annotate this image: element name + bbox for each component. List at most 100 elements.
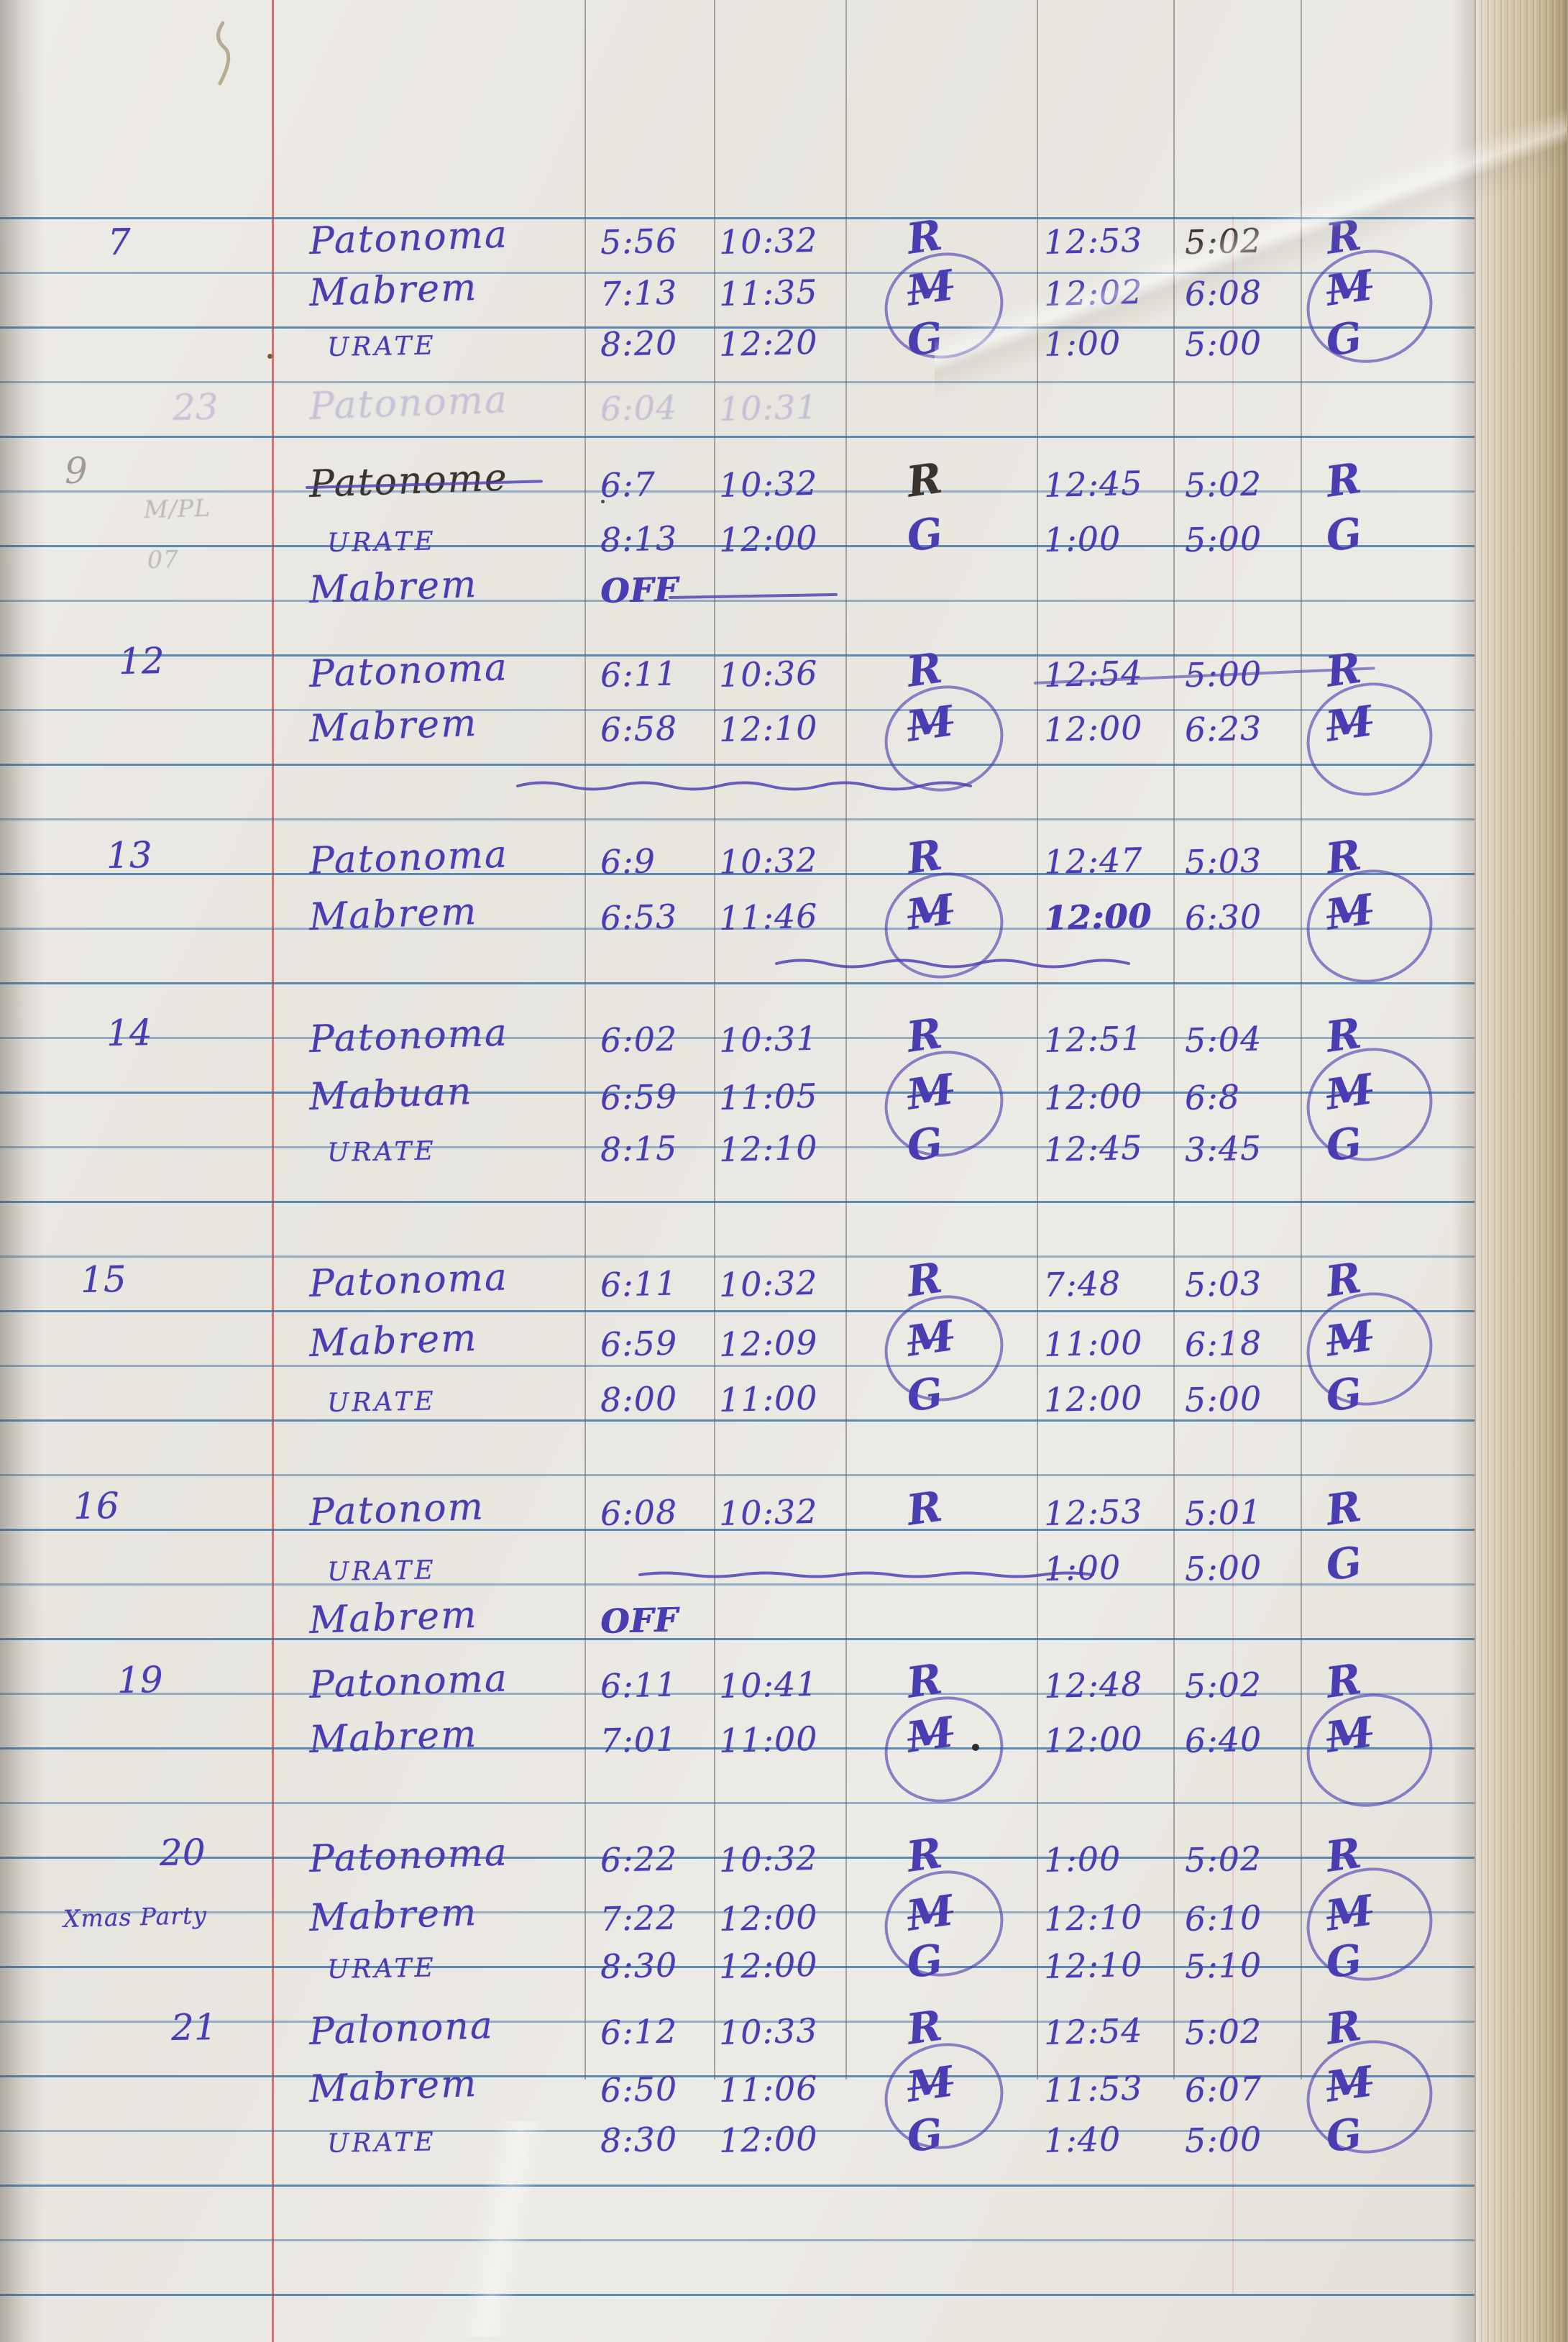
worker-name: Mabrem (308, 889, 479, 939)
ink-speck (972, 1744, 979, 1751)
worker-name: Patonoma (308, 1011, 509, 1061)
time-out-pm: 5:02 (1184, 221, 1262, 262)
time-out-pm: 5:03 (1184, 841, 1262, 882)
ruled-line (0, 654, 1475, 657)
time-out-pm: 3:45 (1184, 1128, 1262, 1169)
ruled-line (0, 1857, 1475, 1859)
margin-line (272, 0, 274, 2342)
day-number: 9 (64, 449, 88, 492)
time-in-pm: 12:45 (1043, 1127, 1144, 1169)
time-in-am: 8:13 (600, 518, 678, 559)
time-in-am: 6:53 (600, 897, 678, 938)
ruled-line (0, 873, 1475, 875)
day-number: 7 (107, 221, 132, 263)
time-out-pm: 5:00 (1184, 2119, 1262, 2160)
time-out-pm: 6:23 (1184, 708, 1262, 749)
time-in-am: 6:11 (600, 1665, 678, 1706)
time-out-am: 12:10 (718, 708, 819, 749)
time-out-am: 11:35 (718, 272, 819, 314)
initials-pm: R (1323, 1481, 1365, 1535)
signature-loop (1294, 1854, 1445, 1994)
ruled-line (0, 381, 1475, 383)
signature-loop (873, 2031, 1015, 2162)
ruled-line (0, 1255, 1475, 1258)
ruled-line (0, 1474, 1475, 1476)
time-out-pm: 5:02 (1184, 1665, 1262, 1706)
table-column-line (1037, 0, 1038, 2080)
time-out-pm: 5:03 (1184, 1263, 1262, 1304)
time-out-pm: 5:00 (1184, 518, 1262, 559)
time-out-pm: 6:18 (1184, 1323, 1262, 1364)
worker-name: Mabuan (308, 1070, 474, 1119)
day-number: 19 (116, 1658, 164, 1701)
time-in-am: 6:08 (600, 1492, 678, 1533)
time-in-am: 6:11 (600, 1263, 678, 1304)
ruled-line (0, 818, 1475, 820)
signature-loop (1294, 2027, 1445, 2167)
ghost-pencil-mark: 07 (147, 544, 180, 574)
bleedthrough-margin-line (1232, 216, 1234, 2294)
time-out-pm: 5:00 (1184, 1378, 1262, 1419)
time-in-pm: 11:00 (1043, 1322, 1144, 1364)
signature-loop (873, 1684, 1015, 1815)
ruled-line (0, 545, 1475, 547)
time-out-am: 10:32 (718, 1263, 819, 1304)
time-in-am: 6:9 (600, 841, 656, 882)
initials-pm: G (1323, 508, 1365, 562)
time-out-pm: 6:40 (1184, 1719, 1262, 1760)
ruled-line (0, 272, 1475, 274)
day-number: 14 (106, 1011, 153, 1054)
worker-name: Patonoma (308, 646, 509, 696)
time-in-am: 8:15 (600, 1128, 678, 1169)
signature-loop (1294, 1680, 1445, 1820)
worker-name: Mabrem (308, 1316, 479, 1366)
ruled-line (0, 1037, 1475, 1039)
signature-loop (1294, 669, 1445, 809)
ruled-line (0, 2130, 1475, 2132)
table-column-line (714, 0, 715, 2080)
time-in-pm: 12:10 (1043, 1944, 1144, 1986)
time-out-am: 11:00 (718, 1378, 819, 1419)
separator-squiggle (775, 959, 1130, 969)
time-out-am: 10:31 (718, 1018, 819, 1060)
worker-name: Patonoma (308, 1831, 509, 1881)
worker-name: Palonona (308, 2004, 495, 2054)
signature-loop (1294, 237, 1445, 376)
time-out-pm: 6:07 (1184, 2069, 1262, 2110)
stray-pen-mark (216, 21, 231, 86)
time-in-am: 6:12 (600, 2011, 678, 2052)
day-number: 21 (170, 2005, 218, 2049)
time-out-am: 11:05 (718, 1076, 819, 1117)
time-in-pm: 1:00 (1043, 323, 1122, 364)
worker-name: URATE (326, 2127, 437, 2159)
ruled-line (0, 2294, 1475, 2296)
time-out-pm: 6:30 (1184, 897, 1262, 938)
day-number: 16 (73, 1484, 120, 1527)
time-out-pm: 5:04 (1184, 1019, 1262, 1060)
time-out-pm: 5:02 (1184, 464, 1262, 505)
time-out-pm: 5:10 (1184, 1945, 1262, 1986)
ruled-line (0, 1583, 1475, 1586)
time-in-pm: 12:54 (1043, 2011, 1144, 2052)
initials-am: G (904, 508, 946, 562)
time-out-pm: 6:08 (1184, 273, 1262, 314)
time-in-pm: 1:40 (1043, 2119, 1122, 2160)
worker-name: Patonoma (308, 1255, 509, 1306)
margin-note: Xmas Party (63, 1900, 208, 1933)
worker-name: Mabrem (308, 1712, 479, 1762)
time-in-am: 8:20 (600, 323, 678, 364)
time-out-pm: 5:02 (1184, 2011, 1262, 2052)
worker-name: Mabrem (308, 1890, 479, 1940)
time-in-pm: 12:47 (1043, 840, 1144, 882)
time-out-am: 12:00 (718, 2118, 819, 2160)
time-in-am: 6:7 (600, 465, 656, 505)
initials-pm: R (1323, 453, 1365, 507)
day-number: 13 (106, 833, 153, 877)
day-number: 15 (80, 1258, 127, 1301)
time-in-pm: 12:00 (1043, 1076, 1144, 1117)
time-in-pm: 12:00 (1043, 1719, 1144, 1760)
signature-loop (873, 1858, 1015, 1989)
time-out-pm: 5:01 (1184, 1492, 1262, 1533)
time-out-am: 12:00 (718, 1944, 819, 1986)
